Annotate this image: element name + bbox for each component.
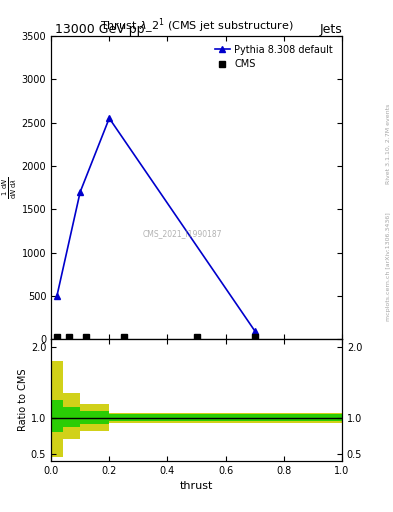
Title: Thrust $\lambda\_2^1$ (CMS jet substructure): Thrust $\lambda\_2^1$ (CMS jet substruct… (100, 16, 293, 36)
Text: CMS_2021_I1990187: CMS_2021_I1990187 (142, 229, 222, 238)
Pythia 8.308 default (78, 189, 83, 195)
Text: mcplots.cern.ch [arXiv:1306.3436]: mcplots.cern.ch [arXiv:1306.3436] (386, 212, 391, 321)
X-axis label: thrust: thrust (180, 481, 213, 491)
Text: Jets: Jets (319, 23, 342, 36)
CMS (55, 334, 59, 340)
CMS (66, 334, 71, 340)
Legend: Pythia 8.308 default, CMS: Pythia 8.308 default, CMS (211, 40, 337, 73)
Pythia 8.308 default (55, 293, 59, 299)
Y-axis label: $\frac{1}{\mathrm{d}N}\frac{\mathrm{d}N}{\mathrm{d}\lambda}$: $\frac{1}{\mathrm{d}N}\frac{\mathrm{d}N}… (0, 177, 19, 199)
Y-axis label: Ratio to CMS: Ratio to CMS (18, 369, 28, 431)
CMS (194, 334, 199, 340)
Line: CMS: CMS (54, 334, 257, 339)
Pythia 8.308 default (107, 115, 112, 121)
CMS (252, 334, 257, 340)
CMS (84, 334, 88, 340)
Text: 13000 GeV pp: 13000 GeV pp (55, 23, 145, 36)
Pythia 8.308 default (252, 328, 257, 334)
CMS (121, 334, 126, 340)
Line: Pythia 8.308 default: Pythia 8.308 default (53, 115, 258, 334)
Text: Rivet 3.1.10, 2.7M events: Rivet 3.1.10, 2.7M events (386, 103, 391, 183)
